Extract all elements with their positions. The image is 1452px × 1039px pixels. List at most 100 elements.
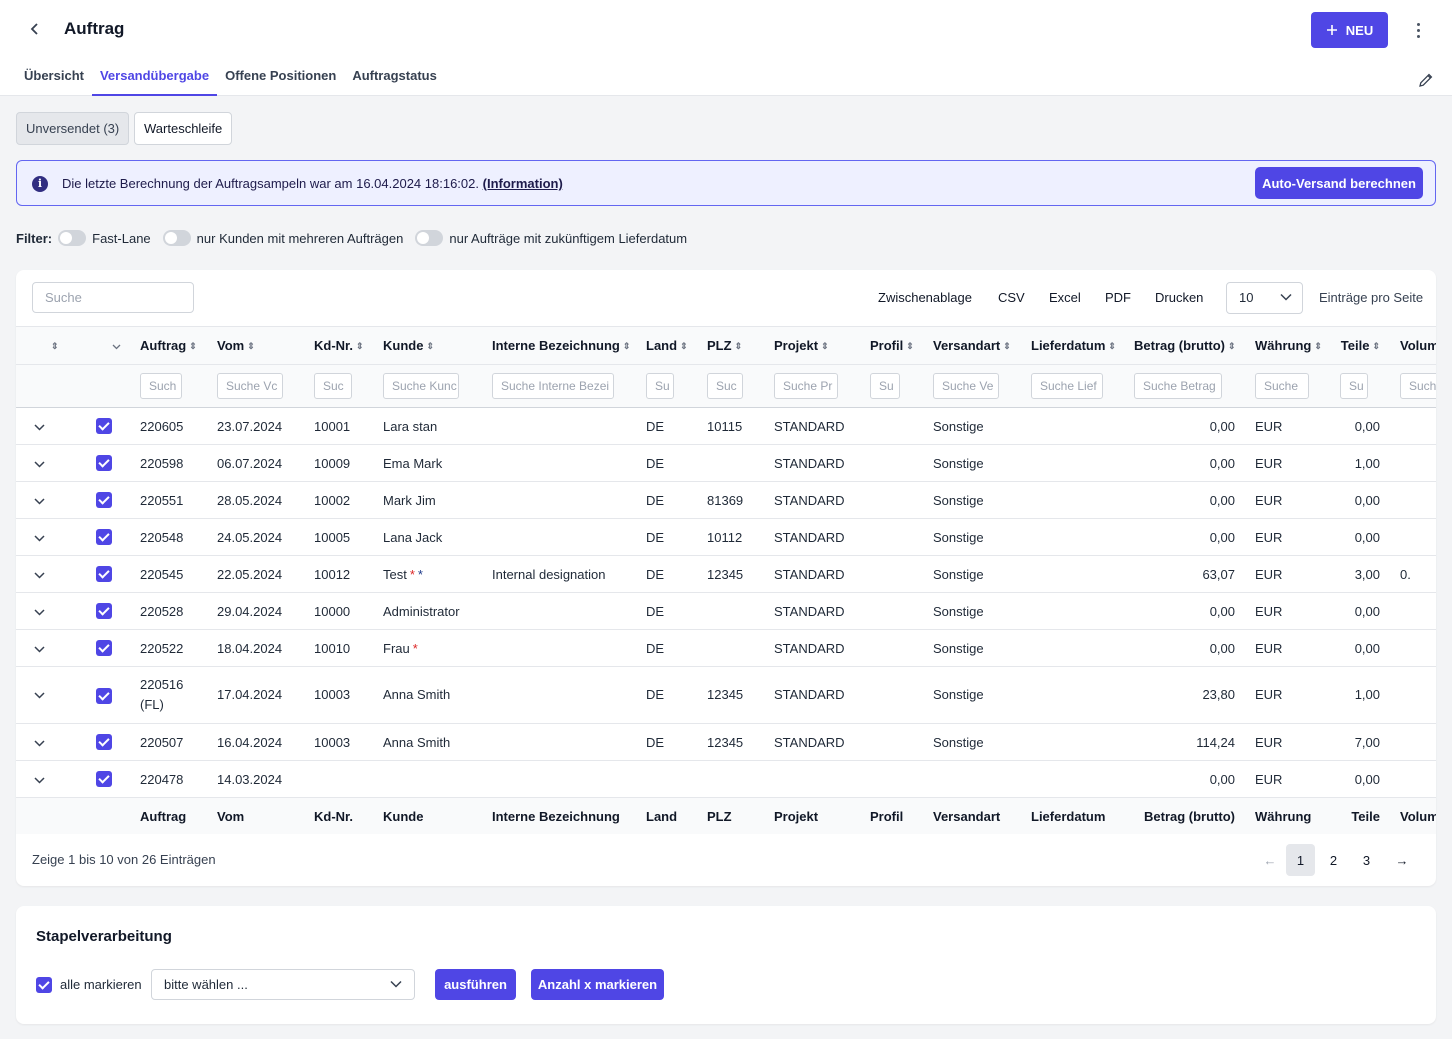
filter-input-plz[interactable]: Suc [707,373,743,399]
excel-button[interactable]: Excel [1049,290,1081,305]
mark-count-button[interactable]: Anzahl x markieren [531,969,664,1000]
segment-warteschleife[interactable]: Warteschleife [134,112,233,145]
column-header-lieferdatum[interactable]: Lieferdatum ⇕ [1019,326,1122,365]
filter-input-betrag[interactable]: Suche Betrag [1134,373,1222,399]
more-options-icon[interactable] [1410,20,1426,40]
column-header-vom[interactable]: Vom ⇕ [205,326,302,365]
cell-interne-bezeichnung: Internal designation [480,555,634,593]
new-button[interactable]: NEU [1311,12,1388,48]
csv-button[interactable]: CSV [998,290,1025,305]
column-header-profil[interactable]: Profil ⇕ [858,326,921,365]
table-row[interactable]: 220551 28.05.2024 10002 Mark Jim DE 81369 STAN… [16,481,1436,519]
cell-betrag: 0,00 [1122,444,1243,482]
column-header-kunde[interactable]: Kunde ⇕ [371,326,480,365]
multi-orders-toggle[interactable] [162,230,191,246]
next-page-icon[interactable]: → [1395,852,1409,868]
table-row[interactable]: 220545 22.05.2024 10012 Test * * Internal desi… [16,555,1436,593]
filter-input-volumen[interactable]: Suche V [1400,373,1436,399]
expand-row-icon[interactable] [34,534,45,542]
column-header-betrag[interactable]: Betrag (brutto) ⇕ [1122,326,1243,365]
table-row[interactable]: 220548 24.05.2024 10005 Lana Jack DE 10112 STA… [16,518,1436,556]
auto-versand-button[interactable]: Auto-Versand berechnen [1255,167,1423,199]
cell-interne-bezeichnung [480,760,634,798]
filter-input-lieferdatum[interactable]: Suche Lief [1031,373,1103,399]
table-row[interactable]: 220528 29.04.2024 10000 Administrator DE STAN… [16,592,1436,630]
row-checkbox[interactable] [96,687,112,704]
filter-input-vom[interactable]: Suche Vc [217,373,283,399]
column-header-land[interactable]: Land ⇕ [634,326,695,365]
page-3-button[interactable]: 3 [1362,852,1371,868]
filter-input-versandart[interactable]: Suche Ve [933,373,999,399]
filter-input-auftrag[interactable]: Such [140,373,182,399]
filter-input-teile[interactable]: Su [1340,373,1368,399]
select-sort-header[interactable] [80,326,128,365]
page-1-button[interactable]: 1 [1286,844,1315,876]
expand-row-icon[interactable] [34,645,45,653]
expand-row-icon[interactable] [34,423,45,431]
filter-input-waehrung[interactable]: Suche [1255,373,1309,399]
prev-page-icon[interactable]: ← [1263,852,1277,868]
clipboard-button[interactable]: Zwischenablage [878,290,972,305]
row-checkbox[interactable] [96,566,112,583]
cell-waehrung: EUR [1243,760,1328,798]
future-delivery-toggle[interactable] [415,230,444,246]
execute-button[interactable]: ausführen [435,969,516,1000]
expand-row-icon[interactable] [34,692,45,699]
row-checkbox[interactable] [96,492,112,509]
tab-offene-positionen[interactable]: Offene Positionen [225,68,337,83]
row-checkbox[interactable] [96,418,112,435]
fast-lane-toggle[interactable] [58,230,87,246]
filter-input-kd-nr[interactable]: Suc [314,373,352,399]
cell-lieferdatum [1019,723,1122,761]
column-header-versandart[interactable]: Versandart ⇕ [921,326,1019,365]
pdf-button[interactable]: PDF [1105,290,1131,305]
expand-row-icon[interactable] [34,739,45,747]
expand-row-icon[interactable] [34,497,45,505]
column-header-projekt[interactable]: Projekt ⇕ [762,326,858,365]
expand-row-icon[interactable] [34,776,45,784]
column-header-teile[interactable]: Teile ⇕ [1328,326,1388,365]
expand-row-icon[interactable] [34,571,45,579]
pencil-icon[interactable] [1417,71,1435,89]
row-checkbox[interactable] [96,455,112,472]
table-row[interactable]: 220522 18.04.2024 10010 Frau * DE STANDARD Sons… [16,629,1436,667]
cell-value: 24.05.2024 [217,529,283,545]
select-all-checkbox[interactable] [36,977,52,993]
row-checkbox[interactable] [96,640,112,657]
column-header-kd-nr[interactable]: Kd-Nr. ⇕ [302,326,371,365]
filter-input-interne-bezeichnung[interactable]: Suche Interne Bezei [492,373,614,399]
table-row[interactable]: 220605 23.07.2024 10001 Lara stan DE 10115 STA… [16,407,1436,445]
table-row[interactable]: 220516 (FL) 17.04.2024 10003 Anna Smith DE 123… [16,666,1436,724]
page-2-button[interactable]: 2 [1329,852,1338,868]
table-row[interactable]: 220478 14.03.2024 0,00 EUR 0,00 [16,760,1436,798]
row-checkbox[interactable] [96,771,112,788]
column-header-volumen[interactable]: Volumen [1388,326,1436,365]
tab-auftragstatus[interactable]: Auftragstatus [352,68,437,83]
column-header-waehrung[interactable]: Währung ⇕ [1243,326,1328,365]
information-link[interactable]: (Information) [482,176,563,191]
row-checkbox[interactable] [96,734,112,751]
filter-input-land[interactable]: Su [646,373,674,399]
table-row[interactable]: 220598 06.07.2024 10009 Ema Mark DE STANDARD S… [16,444,1436,482]
per-page-select[interactable]: 10 [1226,282,1303,314]
column-header-plz[interactable]: PLZ ⇕ [695,326,762,365]
sort-icon: ⇕ [1003,341,1011,351]
print-button[interactable]: Drucken [1155,290,1204,305]
filter-input-kunde[interactable]: Suche Kunc [383,373,459,399]
row-checkbox[interactable] [96,603,112,620]
batch-action-select[interactable]: bitte wählen ... [151,969,415,1000]
back-button[interactable] [24,18,46,40]
column-header-interne-bezeichnung[interactable]: Interne Bezeichnung ⇕ [480,326,634,365]
expand-sort-header[interactable]: ⇕ [16,326,80,365]
search-input[interactable]: Suche [32,282,194,313]
expand-row-icon[interactable] [34,608,45,616]
tab-uebersicht[interactable]: Übersicht [24,68,84,83]
column-header-auftrag[interactable]: Auftrag ⇕ [128,326,205,365]
table-row[interactable]: 220507 16.04.2024 10003 Anna Smith DE 12345 ST… [16,723,1436,761]
filter-input-profil[interactable]: Su [870,373,900,399]
tab-versanduebergabe[interactable]: Versandübergabe [91,60,218,96]
filter-input-projekt[interactable]: Suche Pr [774,373,838,399]
expand-row-icon[interactable] [34,460,45,468]
segment-unversendet[interactable]: Unversendet (3) [16,112,130,145]
row-checkbox[interactable] [96,529,112,546]
